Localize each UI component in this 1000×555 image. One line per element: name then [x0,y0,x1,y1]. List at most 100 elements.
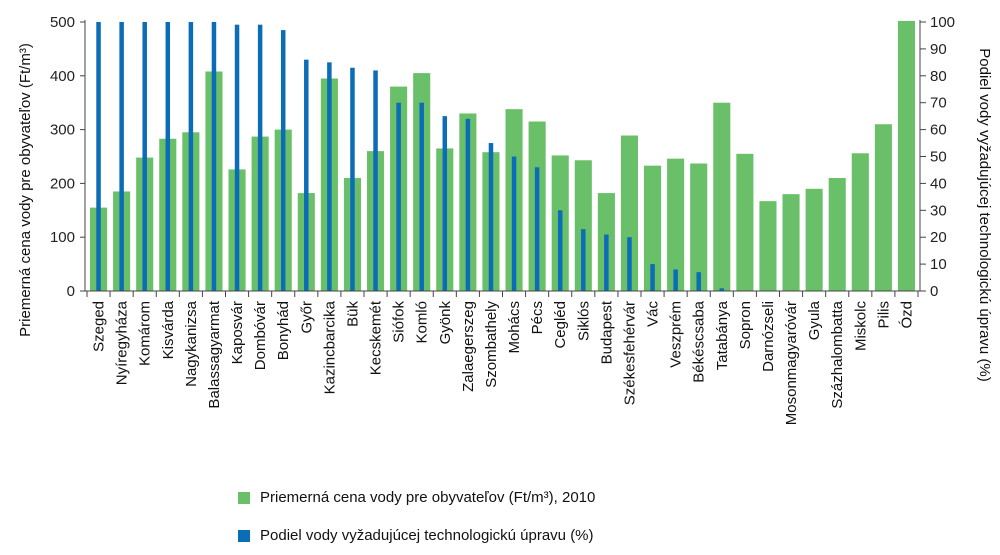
bar-treatment-share [442,116,448,292]
bar-treatment-share [188,22,194,291]
bar-treatment-share [165,22,171,291]
category-label: Siklós [575,301,592,341]
bar-treatment-share [327,62,332,291]
bar-price [690,163,708,291]
bar-treatment-share [280,30,286,291]
category-label: Gyula [806,300,823,340]
bar-treatment-share [511,156,517,291]
category-label: Győr [298,301,315,334]
category-label: Nagykanizsa [183,300,200,387]
category-label: Zalaegerszeg [460,301,477,392]
right-tick-label: 70 [930,95,947,112]
left-tick-label: 400 [50,68,75,85]
legend-label-price: Priemerná cena vody pre obyvateľov (Ft/m… [260,489,596,506]
bar-treatment-share [234,24,240,291]
category-label: Dombóvár [252,301,269,370]
bar-treatment-share [96,22,101,291]
bar-price [620,135,638,291]
bar-treatment-share [465,118,471,291]
left-axis-ticks: 0 100 200 300 400 500 [50,14,85,300]
bar-price [828,178,846,291]
bar-treatment-share [581,229,586,291]
category-label: Pilis [875,301,892,329]
bar-treatment-share [257,24,263,291]
bar-treatment-share [142,22,147,291]
legend-label-treatment: Podiel vody vyžadujúcej technologickú úp… [260,527,594,544]
bar-treatment-share [650,264,655,291]
category-label: Mohács [506,301,523,354]
category-label: Székesfehérvár [621,301,638,405]
category-label: Szombathely [483,301,500,388]
treatment-share-series [96,22,725,292]
category-label: Pécs [529,301,546,334]
bar-treatment-share [304,59,309,291]
category-label: Tatabánya [714,300,731,370]
left-tick-label: 0 [67,283,75,300]
bar-treatment-share [350,67,355,291]
left-axis-title: Priemerná cena vody pre obyvateľov (Ft/m… [17,43,34,337]
category-label: Budapest [598,300,615,364]
category-label: Komárom [137,301,154,366]
bar-treatment-share [673,269,678,291]
right-tick-label: 20 [930,229,947,246]
right-axis-ticks: 0 10 20 30 40 50 60 70 80 90 100 [920,14,955,300]
category-label: Mosonmagyaróvár [783,301,800,425]
category-label: Bonyhád [275,301,292,360]
right-tick-label: 50 [930,149,947,166]
bar-treatment-share [488,143,494,291]
bar-treatment-share [419,102,424,291]
right-tick-label: 90 [930,41,947,58]
bar-treatment-share [396,102,401,291]
bar-price [574,160,592,291]
right-tick-label: 60 [930,122,947,139]
category-label: Ózd [898,301,915,329]
right-axis-title: Podiel vody vyžadujúcej technologickú úp… [976,48,993,382]
left-tick-label: 200 [50,175,75,192]
bar-price [667,158,685,291]
right-tick-label: 40 [930,175,947,192]
bar-price [805,188,823,291]
left-tick-label: 500 [50,14,75,31]
category-label: Százhalombatta [829,300,846,408]
category-labels: Szeged Nyíregyháza Komárom Kisvárda Nagykani… [91,300,916,425]
category-label: Békéscsaba [691,300,708,382]
bar-treatment-share [627,237,632,291]
bar-price [851,153,869,291]
category-label: Kecskemét [368,300,385,375]
legend-swatch-blue [238,529,250,542]
bar-treatment-share [119,22,124,291]
category-label: Vác [645,301,662,327]
category-label: Veszprém [668,301,685,368]
right-tick-label: 30 [930,202,947,219]
category-label: Bük [344,301,361,327]
bar-price [759,201,777,291]
category-label: Kazincbarcika [321,300,338,394]
legend-item-price: Priemerná cena vody pre obyvateľov (Ft/m… [238,489,595,506]
bar-treatment-share [696,272,701,291]
bar-treatment-share [534,167,540,291]
bar-price [897,20,915,291]
left-tick-label: 100 [50,229,75,246]
category-label: Gyönk [437,301,454,345]
bar-treatment-share [557,210,563,291]
category-label: Nyíregyháza [114,300,131,385]
left-tick-label: 300 [50,122,75,139]
bar-treatment-share [211,22,217,291]
category-label: Miskolc [852,301,869,352]
category-label: Cegléd [552,301,569,349]
category-label: Darnózseli [760,301,777,372]
right-tick-label: 80 [930,68,947,85]
axes [84,20,921,297]
category-label: Komló [414,301,431,344]
legend-item-treatment: Podiel vody vyžadujúcej technologickú úp… [238,527,594,544]
bar-price [874,124,892,291]
bar-price [782,194,800,291]
bar-treatment-share [719,288,725,291]
right-tick-label: 0 [930,283,938,300]
bar-price [736,153,754,291]
bar-price [644,165,662,291]
category-label: Sopron [737,301,754,349]
category-label: Kisvárda [160,300,177,359]
bar-treatment-share [373,70,378,291]
